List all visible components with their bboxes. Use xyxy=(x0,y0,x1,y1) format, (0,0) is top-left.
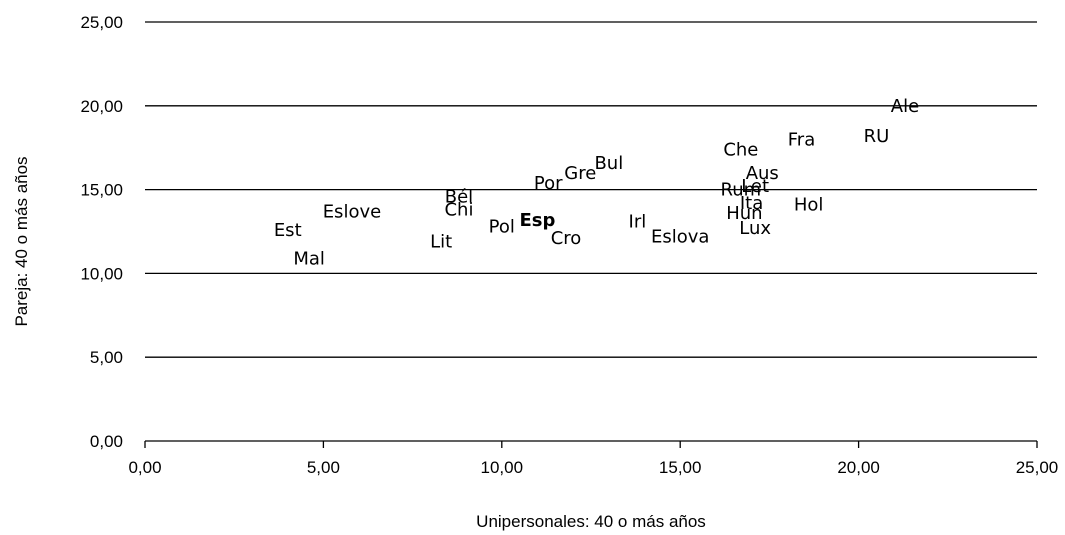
y-tick-label: 0,00 xyxy=(90,432,123,451)
data-point-bél: Bél xyxy=(445,186,473,207)
y-tick-label: 15,00 xyxy=(80,181,123,200)
data-point-pol: Pol xyxy=(489,216,515,237)
x-axis xyxy=(144,440,1038,448)
data-point-eslove: Eslove xyxy=(323,201,382,222)
x-tick-label: 10,00 xyxy=(481,458,524,477)
x-tick-label: 0,00 xyxy=(128,458,161,477)
data-point-gre: Gre xyxy=(564,163,596,184)
data-point-eslova: Eslova xyxy=(651,227,709,248)
x-tick-label: 15,00 xyxy=(659,458,702,477)
data-point-let: Let xyxy=(741,176,769,197)
data-point-lit: Lit xyxy=(430,232,452,253)
y-tick-label: 25,00 xyxy=(80,13,123,32)
data-point-ita: Ita xyxy=(740,193,763,214)
data-point-fra: Fra xyxy=(788,129,815,150)
data-point-che: Che xyxy=(723,139,758,160)
data-point-hol: Hol xyxy=(794,195,824,216)
data-point-cro: Cro xyxy=(551,228,582,249)
y-axis-title: Pareja: 40 o más años xyxy=(12,156,31,326)
data-point-est: Est xyxy=(274,220,302,241)
data-point-por: Por xyxy=(534,173,563,194)
data-point-lux: Lux xyxy=(739,218,771,239)
x-tick-label: 25,00 xyxy=(1016,458,1059,477)
data-point-ale: Ale xyxy=(891,96,919,117)
data-point-hun: Hun xyxy=(726,203,762,224)
data-point-bul: Bul xyxy=(594,153,623,174)
data-point-aus: Aus xyxy=(746,163,779,184)
data-point-esp: Esp xyxy=(520,210,556,231)
y-tick-labels: 0,00 5,00 10,00 15,00 20,00 25,00 xyxy=(80,13,123,451)
x-axis-title: Unipersonales: 40 o más años xyxy=(476,512,706,531)
y-tick-label: 20,00 xyxy=(80,97,123,116)
data-point-ru: RU xyxy=(864,126,890,147)
y-tick-label: 10,00 xyxy=(80,264,123,283)
data-point-chi: Chi xyxy=(444,200,473,221)
gridlines xyxy=(145,21,1037,358)
data-point-mal: Mal xyxy=(293,248,325,269)
x-tick-label: 20,00 xyxy=(837,458,880,477)
y-tick-label: 5,00 xyxy=(90,348,123,367)
x-tick-labels: 0,00 5,00 10,00 15,00 20,00 25,00 xyxy=(128,458,1058,477)
data-point-rum: Rum xyxy=(721,180,762,201)
data-point-irl: Irl xyxy=(629,211,647,232)
x-tick-label: 5,00 xyxy=(307,458,340,477)
